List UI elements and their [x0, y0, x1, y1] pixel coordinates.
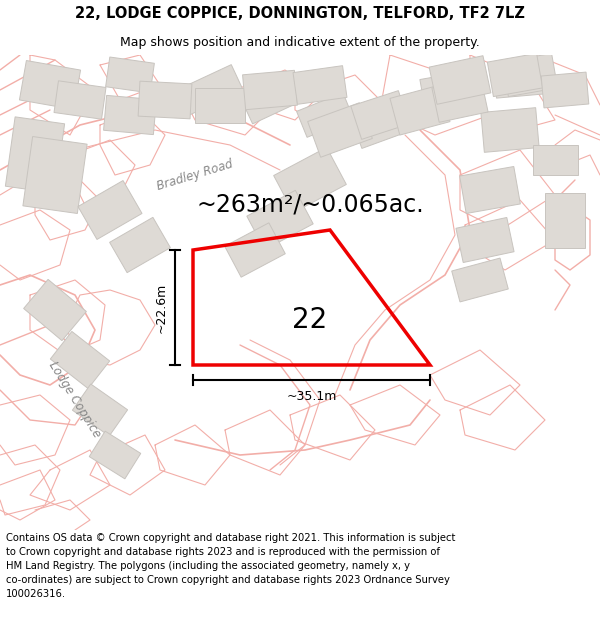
Bar	[481, 107, 539, 152]
Bar	[351, 91, 409, 139]
Bar	[110, 217, 170, 272]
Bar	[50, 331, 110, 389]
Bar	[494, 62, 546, 98]
Bar	[23, 136, 87, 214]
Bar	[23, 279, 86, 341]
Text: 22, LODGE COPPICE, DONNINGTON, TELFORD, TF2 7LZ: 22, LODGE COPPICE, DONNINGTON, TELFORD, …	[75, 6, 525, 21]
Text: ~22.6m: ~22.6m	[155, 282, 167, 332]
Bar	[247, 191, 313, 249]
Bar	[460, 166, 520, 214]
Bar	[429, 56, 491, 104]
Bar	[533, 145, 577, 175]
Bar	[308, 102, 373, 158]
Text: Lodge Coppice: Lodge Coppice	[46, 359, 104, 441]
Bar	[73, 384, 128, 436]
Bar	[545, 192, 585, 248]
Text: Bradley Road: Bradley Road	[155, 158, 235, 192]
Text: Contains OS data © Crown copyright and database right 2021. This information is : Contains OS data © Crown copyright and d…	[6, 533, 455, 599]
Bar	[456, 217, 514, 262]
Bar	[5, 117, 65, 193]
Bar	[78, 181, 142, 239]
Bar	[390, 85, 450, 135]
Text: ~35.1m: ~35.1m	[286, 389, 337, 402]
Bar	[452, 258, 508, 302]
Bar	[541, 72, 589, 108]
Bar	[274, 148, 346, 213]
Bar	[195, 88, 245, 122]
Bar	[296, 92, 353, 138]
Bar	[177, 64, 243, 116]
Bar	[242, 70, 298, 110]
Bar	[89, 431, 141, 479]
Bar	[106, 57, 154, 93]
Bar	[104, 96, 157, 134]
Bar	[19, 61, 80, 109]
Bar	[432, 78, 488, 122]
Bar	[242, 80, 298, 124]
Bar	[420, 70, 480, 114]
Bar	[138, 81, 192, 119]
Bar	[502, 53, 557, 97]
Text: Map shows position and indicative extent of the property.: Map shows position and indicative extent…	[120, 36, 480, 49]
Bar	[353, 107, 407, 148]
Bar	[487, 53, 542, 97]
Bar	[225, 222, 285, 278]
Bar	[293, 66, 347, 104]
Bar	[54, 81, 106, 119]
Text: ~263m²/~0.065ac.: ~263m²/~0.065ac.	[196, 193, 424, 217]
Text: 22: 22	[292, 306, 328, 334]
